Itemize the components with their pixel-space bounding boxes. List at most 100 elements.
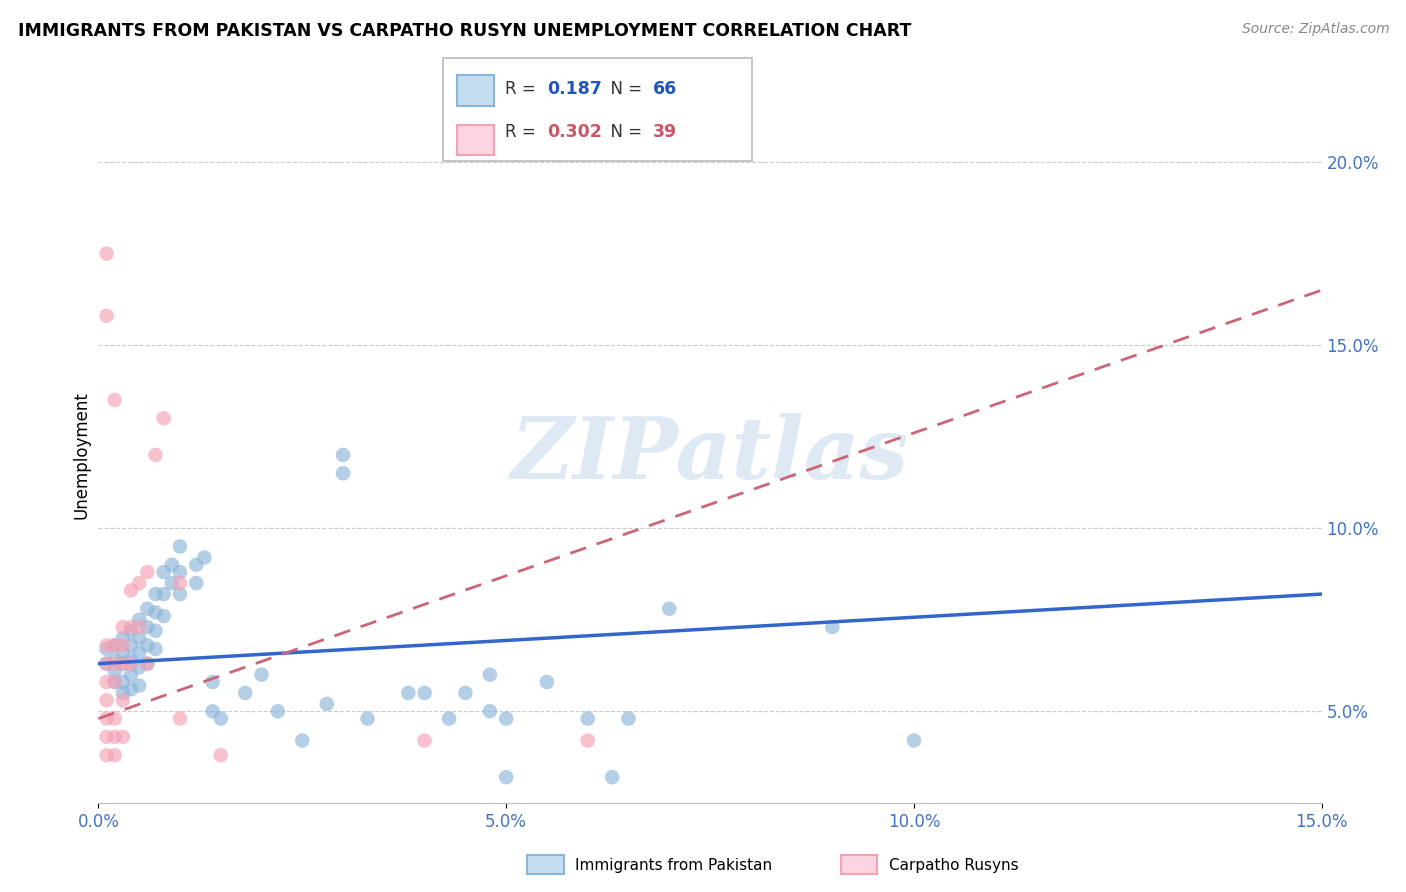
Point <box>111 730 134 744</box>
Point <box>96 309 118 323</box>
Point <box>136 601 159 615</box>
Point <box>120 638 142 652</box>
Point <box>104 748 127 763</box>
Point <box>120 667 142 681</box>
Point <box>145 587 167 601</box>
Text: 39: 39 <box>652 123 676 141</box>
Point <box>209 748 232 763</box>
Point <box>120 682 142 697</box>
Point <box>111 657 134 671</box>
Point <box>104 675 127 690</box>
Point <box>96 642 118 657</box>
Text: 0.302: 0.302 <box>547 123 602 141</box>
Point <box>136 657 159 671</box>
Point <box>478 667 501 681</box>
Point <box>111 693 134 707</box>
Text: 66: 66 <box>652 79 676 98</box>
Point <box>136 620 159 634</box>
Point <box>104 653 127 667</box>
Point <box>96 748 118 763</box>
Point <box>145 642 167 657</box>
Point <box>111 686 134 700</box>
Point <box>136 565 159 579</box>
Point <box>104 675 127 690</box>
Text: 0.187: 0.187 <box>547 79 602 98</box>
Point <box>536 675 558 690</box>
Point <box>128 620 150 634</box>
Point <box>576 712 599 726</box>
Point <box>152 565 174 579</box>
Point <box>111 675 134 690</box>
Point <box>332 467 354 481</box>
Point <box>332 448 354 462</box>
Point <box>478 704 501 718</box>
Point <box>201 704 224 718</box>
Point <box>186 576 208 591</box>
Point <box>315 697 337 711</box>
Point <box>145 448 167 462</box>
Point <box>617 712 640 726</box>
Point <box>454 686 477 700</box>
Point <box>104 664 127 678</box>
Text: Immigrants from Pakistan: Immigrants from Pakistan <box>575 858 772 872</box>
Point <box>120 620 142 634</box>
Point <box>96 657 118 671</box>
Point <box>250 667 273 681</box>
Text: N =: N = <box>600 123 648 141</box>
Text: ZIPatlas: ZIPatlas <box>510 413 910 497</box>
Point <box>169 576 191 591</box>
Point <box>96 657 118 671</box>
Point <box>169 540 191 554</box>
Point <box>96 246 118 260</box>
Point <box>128 631 150 645</box>
Point <box>128 576 150 591</box>
Text: IMMIGRANTS FROM PAKISTAN VS CARPATHO RUSYN UNEMPLOYMENT CORRELATION CHART: IMMIGRANTS FROM PAKISTAN VS CARPATHO RUS… <box>18 22 911 40</box>
Text: Carpatho Rusyns: Carpatho Rusyns <box>889 858 1018 872</box>
Point <box>104 712 127 726</box>
Point <box>356 712 378 726</box>
Point <box>104 730 127 744</box>
Point <box>201 675 224 690</box>
Point <box>160 576 183 591</box>
Point <box>128 660 150 674</box>
Text: R =: R = <box>505 79 541 98</box>
Point <box>120 624 142 638</box>
Point <box>120 583 142 598</box>
Point <box>193 550 215 565</box>
Point <box>104 657 127 671</box>
Point <box>233 686 256 700</box>
Point <box>267 704 290 718</box>
Point <box>128 613 150 627</box>
Point <box>120 653 142 667</box>
Point <box>111 631 134 645</box>
Point <box>903 733 925 747</box>
Point <box>413 733 436 747</box>
Point <box>291 733 314 747</box>
Point <box>396 686 419 700</box>
Y-axis label: Unemployment: Unemployment <box>72 391 90 519</box>
Point <box>111 646 134 660</box>
Point <box>128 679 150 693</box>
Point <box>136 638 159 652</box>
Point <box>96 730 118 744</box>
Text: Source: ZipAtlas.com: Source: ZipAtlas.com <box>1241 22 1389 37</box>
Point <box>104 638 127 652</box>
Point <box>111 638 134 652</box>
Point <box>186 558 208 572</box>
Point <box>169 587 191 601</box>
Point <box>145 624 167 638</box>
Point <box>145 606 167 620</box>
Point <box>160 558 183 572</box>
Point <box>169 565 191 579</box>
Point <box>576 733 599 747</box>
Text: R =: R = <box>505 123 541 141</box>
Point <box>111 657 134 671</box>
Point <box>120 657 142 671</box>
Point <box>152 609 174 624</box>
Point <box>495 712 517 726</box>
Point <box>96 693 118 707</box>
Text: N =: N = <box>600 79 648 98</box>
Point <box>413 686 436 700</box>
Point <box>96 712 118 726</box>
Point <box>209 712 232 726</box>
